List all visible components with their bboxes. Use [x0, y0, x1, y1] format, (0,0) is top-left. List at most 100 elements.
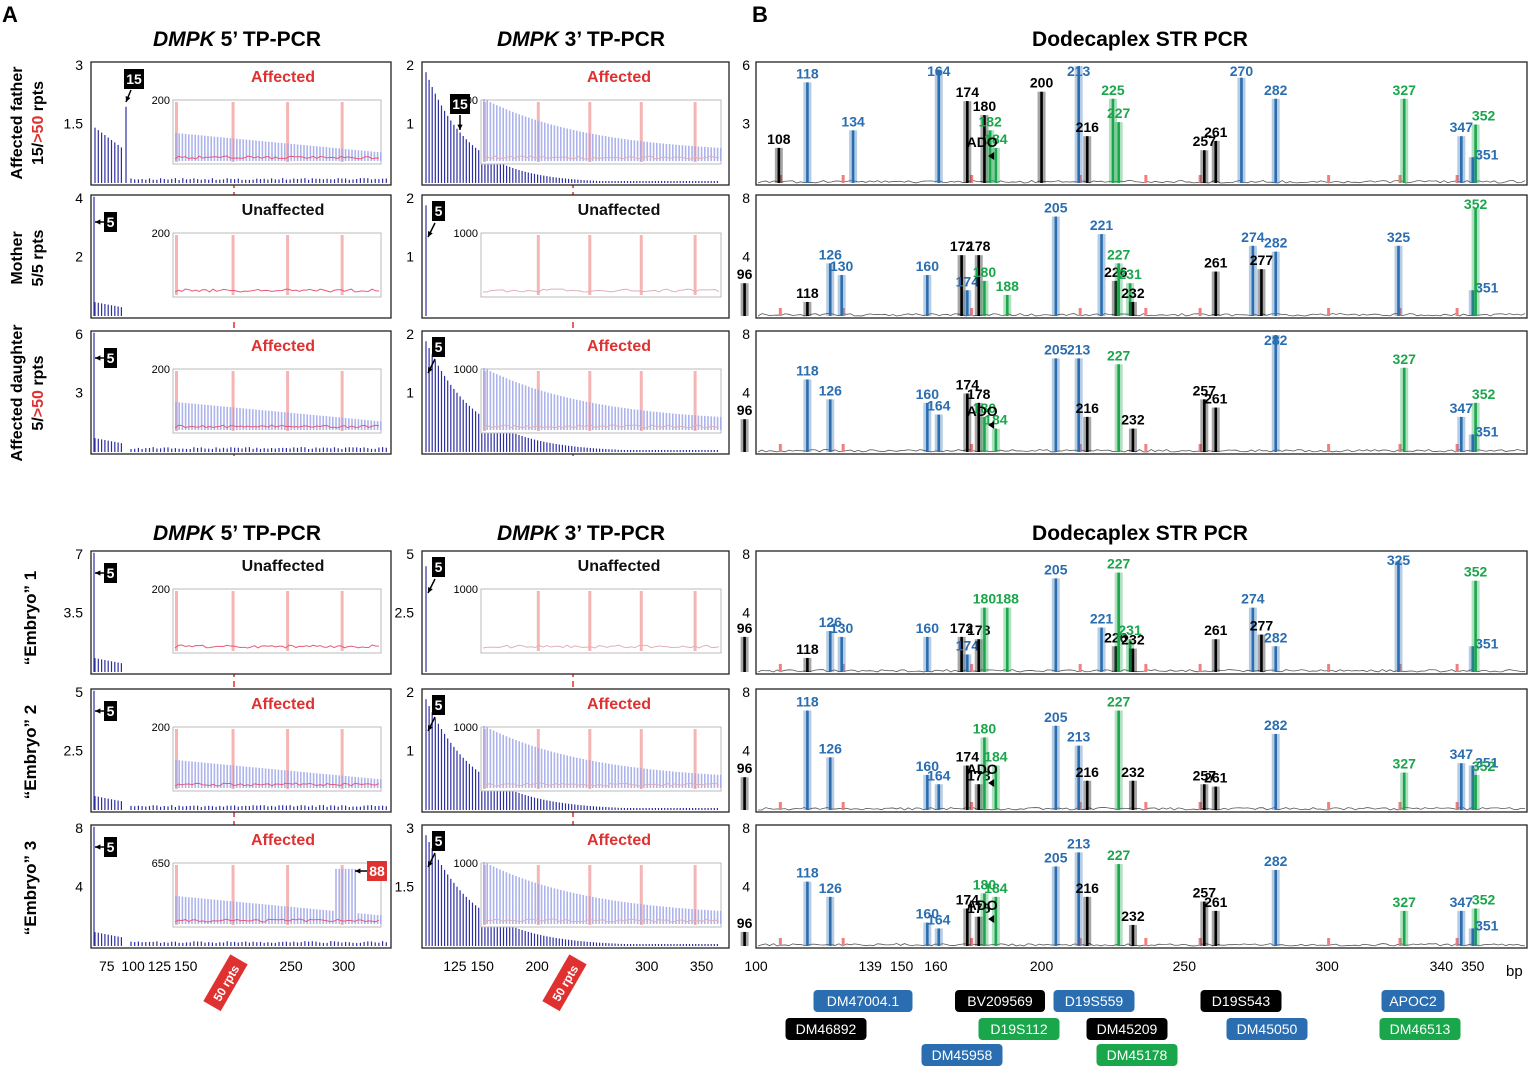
- y-tick-label: 4: [742, 743, 750, 759]
- y-tick-label: 4: [742, 879, 750, 895]
- x-tick-label: 100: [744, 958, 768, 974]
- peak-bar: [1474, 581, 1477, 672]
- ladder-mark: [842, 444, 845, 452]
- y-tick-label: 4: [742, 605, 750, 621]
- y-tick-label: 3.5: [64, 605, 84, 621]
- ladder-mark: [779, 664, 782, 672]
- peak-label: 327: [1393, 894, 1417, 910]
- row-label-daughter: Affected daughter 5/>50 rpts: [9, 325, 47, 462]
- x-tick-label: 139: [859, 958, 883, 974]
- y-tick-label: 8: [75, 820, 83, 836]
- 3-tp-panel-row-4: 5 2.5 1000 Unaffected 5: [395, 546, 729, 674]
- ladder-mark: [1327, 444, 1330, 452]
- peak-label: 96: [737, 915, 753, 931]
- peak-bar: [1055, 578, 1058, 672]
- marker-box-dm45209: DM45209: [1087, 1018, 1168, 1040]
- peak-bar: [983, 281, 986, 316]
- peak-bar: [852, 130, 855, 183]
- marker-box-label: D19S559: [1065, 993, 1124, 1009]
- y-tick-label: 3: [742, 116, 750, 132]
- y-tick-label: 6: [75, 326, 83, 342]
- ladder-mark: [779, 802, 782, 810]
- ladder-mark: [842, 938, 845, 946]
- y-tick-label: 4: [75, 879, 83, 895]
- peak-bar: [1100, 234, 1103, 316]
- peak-label: 118: [796, 641, 819, 657]
- str-peak-96: 96: [737, 760, 753, 810]
- ladder-mark: [1079, 308, 1082, 316]
- peak-bar: [1132, 925, 1135, 946]
- size-standard-bar: [537, 235, 540, 295]
- peak-label: 118: [796, 362, 819, 378]
- 3-tp-panel-row-2: 211000Unaffected5: [406, 190, 729, 318]
- str-panel-row-6: 8496118126160164174178180184205213216227…: [737, 820, 1527, 948]
- ado-label: ADO: [967, 761, 998, 777]
- size-standard-bar: [640, 591, 643, 651]
- inset-y-label: 650: [152, 858, 170, 870]
- inset-y-label: 200: [152, 95, 170, 107]
- marker-box-dm46513: DM46513: [1380, 1018, 1461, 1040]
- inset-y-label: 1000: [454, 584, 478, 596]
- peak-label: 96: [737, 620, 753, 636]
- peak-bar: [1117, 122, 1120, 183]
- peak-bar: [1203, 399, 1206, 452]
- inset-y-label: 200: [152, 228, 170, 240]
- x-tick-label: 150: [174, 958, 198, 974]
- header-str-bottom: Dodecaplex STR PCR: [1032, 522, 1248, 545]
- y-tick-label: 2.5: [64, 743, 84, 759]
- header-3tp-bottom: DMPK 3’ TP-PCR: [497, 522, 665, 545]
- marker-box-label: DM46892: [796, 1021, 857, 1037]
- marker-boxes: DM47004.1DM46892BV209569D19S112DM45958D1…: [786, 990, 1461, 1066]
- row-label-line1: Mother: [9, 231, 26, 284]
- peak-badge-label: 5: [435, 559, 443, 575]
- peak-bar: [966, 290, 969, 316]
- ladder-mark: [1199, 664, 1202, 672]
- inset-y-label: 1000: [454, 858, 478, 870]
- status-label: Affected: [251, 69, 315, 86]
- peak-label: 126: [819, 382, 843, 398]
- 5-tp-panel-row-5: 5 2.5 200 Affected 5: [64, 684, 391, 812]
- marker-box-label: D19S543: [1212, 993, 1271, 1009]
- peak-bar: [1006, 295, 1009, 316]
- row-label-line1: Affected father: [9, 67, 26, 180]
- x-tick-label: 100: [121, 958, 145, 974]
- status-label: Affected: [587, 338, 651, 355]
- header-5tp-bottom: DMPK 5’ TP-PCR: [153, 522, 321, 545]
- x-tick-label: 125: [443, 958, 467, 974]
- peak-bar: [1077, 852, 1080, 946]
- str-panel-row-3: 8496118126 160164174178180184205 213216227…: [737, 326, 1527, 454]
- status-label: Unaffected: [242, 202, 325, 219]
- marker-box-d19s543: D19S543: [1201, 990, 1282, 1012]
- peak-label: 134: [841, 113, 865, 129]
- peak-bar: [1214, 787, 1217, 810]
- inset-frame: [481, 589, 721, 653]
- peak-bar: [1214, 911, 1217, 946]
- str-peak-96: 96: [737, 915, 753, 946]
- peak-bar: [1086, 781, 1089, 810]
- peak-bar: [743, 932, 746, 946]
- peak-label: 227: [1107, 694, 1131, 710]
- peak-bar: [806, 658, 809, 672]
- y-tick-label: 8: [742, 820, 750, 836]
- x-tick-label: 125: [148, 958, 172, 974]
- size-standard-bar: [588, 235, 591, 295]
- peak-label: 118: [796, 865, 819, 881]
- x-tick-label: 250: [1173, 958, 1197, 974]
- peak-bar: [926, 275, 929, 316]
- str-panel-row-1: 6310811813416417418018218420021321622522…: [742, 57, 1527, 185]
- peak-bar: [806, 302, 809, 316]
- peak-bar: [1460, 417, 1463, 452]
- panel-letter-a: A: [2, 2, 18, 27]
- peak-label: 205: [1044, 849, 1068, 865]
- row-label-embryo2: “Embryo” 2: [21, 705, 40, 799]
- peak-bar: [977, 639, 980, 672]
- peak-label: 160: [916, 258, 940, 274]
- ladder-mark: [842, 802, 845, 810]
- peak-label: 164: [927, 767, 951, 783]
- ladder-mark: [779, 308, 782, 316]
- size-standard-bar: [175, 235, 178, 295]
- peak-label: 118: [796, 694, 819, 710]
- peak-bar: [1460, 763, 1463, 810]
- peak-badge-label: 5: [107, 565, 115, 581]
- peak-bar: [1203, 150, 1206, 183]
